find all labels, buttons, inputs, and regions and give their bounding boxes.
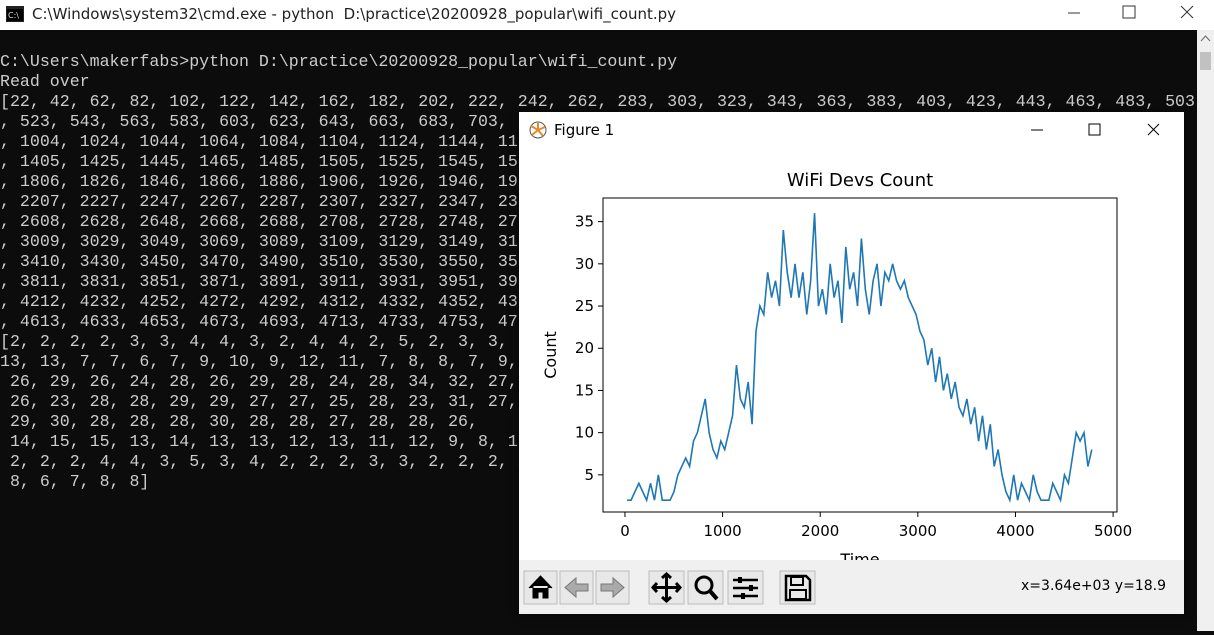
console-line: 14, 15, 15, 13, 14, 13, 13, 12, 13, 11, … [0, 432, 518, 451]
x-tick-label: 2000 [801, 522, 839, 540]
figure-title: Figure 1 [554, 121, 615, 139]
figure-window-controls [1031, 123, 1160, 136]
maximize-button[interactable] [1122, 5, 1136, 19]
home-button[interactable] [523, 570, 558, 605]
y-tick-label: 10 [575, 424, 594, 442]
console-line: , 1004, 1024, 1044, 1064, 1084, 1104, 11… [0, 132, 518, 151]
console-line: , 4613, 4633, 4653, 4673, 4693, 4713, 47… [0, 312, 518, 331]
console-line: 8, 6, 7, 8, 8] [0, 472, 150, 491]
save-button[interactable] [779, 570, 816, 605]
console-line: , 4212, 4232, 4252, 4272, 4292, 4312, 43… [0, 292, 518, 311]
console-line: C:\Users\makerfabs>python D:\practice\20… [0, 52, 678, 71]
toolbar-buttons [523, 570, 816, 605]
cmd-title-bar: C:\ C:\Windows\system32\cmd.exe - python… [0, 0, 1214, 30]
y-tick-label: 30 [575, 255, 594, 273]
y-tick-label: 35 [575, 213, 594, 231]
back-button[interactable] [559, 570, 594, 605]
console-line: , 1806, 1826, 1846, 1866, 1886, 1906, 19… [0, 172, 518, 191]
forward-button[interactable] [595, 570, 630, 605]
y-tick-label: 5 [584, 466, 594, 484]
console-line: 29, 30, 28, 28, 28, 30, 28, 28, 27, 28, … [0, 412, 478, 431]
console-line: , 2608, 2628, 2648, 2668, 2688, 2708, 27… [0, 212, 518, 231]
status-text: x=3.64e+03 y=18.9 [1021, 578, 1166, 594]
pan-button[interactable] [648, 570, 685, 605]
x-tick-label: 5000 [1094, 522, 1132, 540]
zoom-button[interactable] [687, 570, 724, 605]
x-tick-label: 1000 [703, 522, 741, 540]
close-button[interactable] [1180, 5, 1194, 19]
chart: WiFi Devs Count 5 10 15 20 25 30 35 0 1000 2000 300… [541, 170, 1132, 560]
x-axis-label: Time [839, 550, 879, 560]
console-line: , 3410, 3430, 3450, 3470, 3490, 3510, 35… [0, 252, 518, 271]
console-line: 26, 23, 28, 28, 29, 29, 27, 27, 25, 28, … [0, 392, 518, 411]
chart-title: WiFi Devs Count [787, 170, 933, 191]
close-button[interactable] [1147, 123, 1160, 136]
console-line: , 523, 543, 563, 583, 603, 623, 643, 663… [0, 112, 508, 131]
y-tick-label: 15 [575, 381, 594, 399]
x-tick-label: 0 [620, 522, 630, 540]
svg-text:C:\: C:\ [8, 11, 19, 20]
console-line: , 3009, 3029, 3049, 3069, 3089, 3109, 31… [0, 232, 518, 251]
scrollbar[interactable] [1197, 30, 1214, 631]
figure-icon [529, 121, 547, 139]
console-line: , 2207, 2227, 2247, 2267, 2287, 2307, 23… [0, 192, 518, 211]
x-tick-label: 4000 [996, 522, 1034, 540]
console-line: [22, 42, 62, 82, 102, 122, 142, 162, 182… [0, 92, 1195, 111]
scroll-arrows [1200, 35, 1211, 70]
x-tick-label: 3000 [899, 522, 937, 540]
cmd-title: C:\Windows\system32\cmd.exe - python D:\… [32, 5, 677, 23]
y-tick-label: 25 [575, 297, 594, 315]
plot-frame [602, 197, 1118, 513]
cmd-window-controls [1068, 5, 1194, 19]
console-line: 26, 29, 26, 24, 28, 26, 29, 28, 24, 28, … [0, 372, 518, 391]
console: C:\Users\makerfabs>python D:\practice\20… [0, 52, 1196, 631]
toolbar: x=3.64e+03 y=18.9 [519, 560, 1184, 614]
console-line: , 3811, 3831, 3851, 3871, 3891, 3911, 39… [0, 272, 518, 291]
cmd-icon: C:\ [6, 6, 24, 22]
figure-window: Figure 1 WiFi Devs Count 5 10 15 20 25 30 35 0 10… [519, 112, 1184, 614]
configure-button[interactable] [727, 570, 764, 605]
console-line: 13, 13, 7, 7, 6, 7, 9, 10, 9, 12, 11, 7,… [0, 352, 518, 371]
y-axis-label: Count [541, 331, 560, 379]
console-line: Read over [0, 72, 90, 91]
data-line [627, 213, 1093, 503]
console-line: [2, 2, 2, 2, 3, 3, 4, 4, 3, 2, 4, 4, 2, … [0, 332, 508, 351]
console-line: , 1405, 1425, 1445, 1465, 1485, 1505, 15… [0, 152, 518, 171]
maximize-button[interactable] [1088, 123, 1101, 136]
y-tick-label: 20 [575, 339, 594, 357]
